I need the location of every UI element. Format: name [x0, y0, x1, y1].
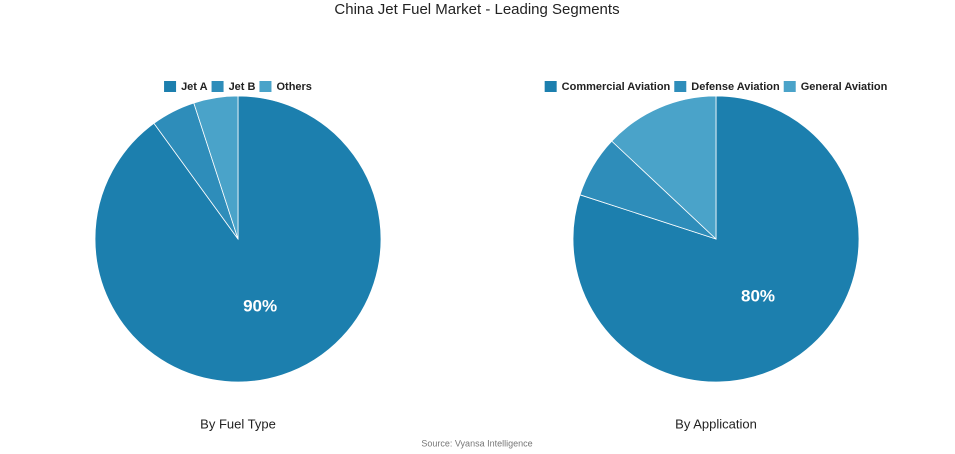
- page-title: China Jet Fuel Market - Leading Segments: [334, 1, 619, 18]
- legend-swatch: [259, 81, 272, 92]
- pie-slice: [193, 95, 239, 240]
- legend-swatch: [164, 81, 177, 92]
- value-label: 90%: [243, 296, 277, 315]
- legend-label: Commercial Aviation: [562, 81, 671, 93]
- legend-label: Defense Aviation: [691, 81, 780, 93]
- source: Source: Vyansa Intelligence: [421, 438, 532, 448]
- legend-label: Jet B: [229, 81, 256, 93]
- legend-swatch: [544, 81, 557, 92]
- legend-swatch: [783, 81, 796, 92]
- legend-label: Others: [276, 81, 311, 93]
- legend-swatch: [674, 81, 687, 92]
- chart-subtitle: By Application: [675, 416, 757, 431]
- value-label: 80%: [741, 286, 775, 305]
- legend-swatch: [211, 81, 224, 92]
- legend-label: General Aviation: [801, 81, 888, 93]
- legend-label: Jet A: [181, 81, 208, 93]
- pie-slice: [611, 95, 717, 240]
- chart-subtitle: By Fuel Type: [200, 416, 276, 431]
